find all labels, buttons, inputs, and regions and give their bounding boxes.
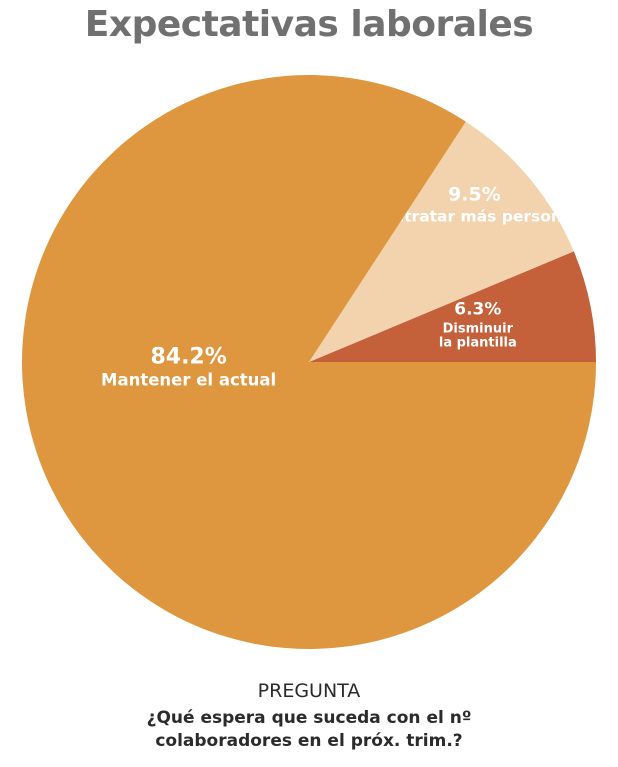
slice-category-label-0-0: Disminuir — [443, 322, 514, 337]
slice-category-label-2-0: Mantener el actual — [101, 371, 276, 390]
pie-slice-0 — [309, 251, 596, 362]
slice-value-label-2: 84.2% — [150, 345, 226, 370]
slice-category-label-0-1: la plantilla — [439, 336, 517, 351]
question-heading: PREGUNTA — [257, 680, 361, 702]
slice-value-label-0: 6.3% — [454, 300, 501, 320]
pie-slice-1 — [309, 121, 574, 362]
slice-category-label-1-0: Contratar más personal — [371, 207, 578, 225]
pie-slice-2 — [22, 75, 597, 650]
chart-title: Expectativas laborales — [84, 4, 534, 45]
question-text-line-1: ¿Qué espera que suceda con el nº — [146, 708, 472, 728]
slice-value-label-1: 9.5% — [448, 183, 501, 205]
question-text-line-2: colaboradores en el próx. trim.? — [155, 731, 463, 751]
